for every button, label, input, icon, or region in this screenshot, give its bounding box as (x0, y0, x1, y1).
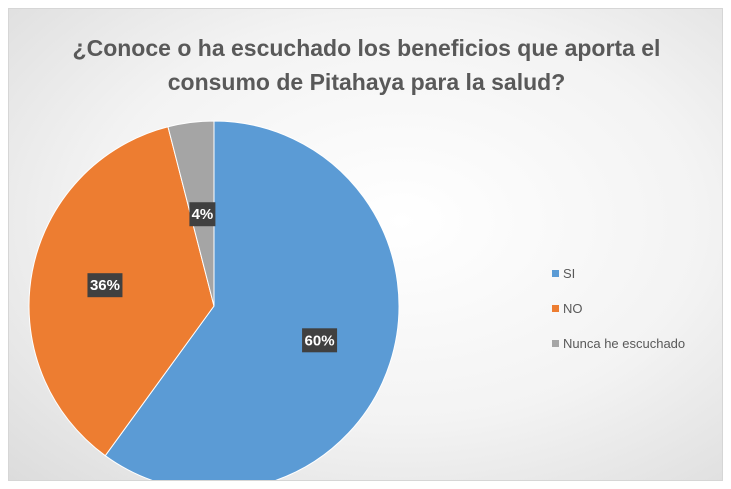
legend-label-nunca: Nunca he escuchado (563, 336, 686, 351)
pie-slice-si (104, 120, 400, 480)
legend-item-no: NO (552, 300, 685, 317)
chart-area: ¿Conoce o ha escuchado los beneficios qu… (8, 8, 723, 481)
chart-title-line-2: consumo de Pitahaya para la salud? (167, 69, 566, 95)
legend-swatch-nunca (552, 340, 559, 347)
chart-title-line-1: ¿Conoce o ha escuchado los beneficios qu… (72, 35, 661, 61)
legend-label-si: SI (563, 266, 576, 281)
data-label-text-no: 36% (90, 277, 120, 294)
chart-title: ¿Conoce o ha escuchado los beneficios qu… (9, 31, 722, 99)
data-label-text-si: 60% (305, 332, 335, 349)
chart-legend: SI NO Nunca he escuchado (552, 265, 685, 370)
data-label-si: 60% (302, 328, 338, 353)
data-label-text-nunca: 4% (192, 206, 214, 223)
pie-chart: 60% 36% 4% (28, 120, 400, 480)
legend-swatch-si (552, 270, 559, 277)
data-label-box-no (87, 273, 123, 298)
data-label-no: 36% (87, 273, 123, 298)
legend-item-si: SI (552, 265, 685, 282)
legend-label-no: NO (563, 301, 583, 316)
legend-item-nunca: Nunca he escuchado (552, 335, 685, 352)
data-label-box-si (302, 328, 338, 353)
legend-swatch-no (552, 305, 559, 312)
data-label-nunca: 4% (189, 202, 216, 227)
data-label-box-nunca (189, 202, 216, 227)
